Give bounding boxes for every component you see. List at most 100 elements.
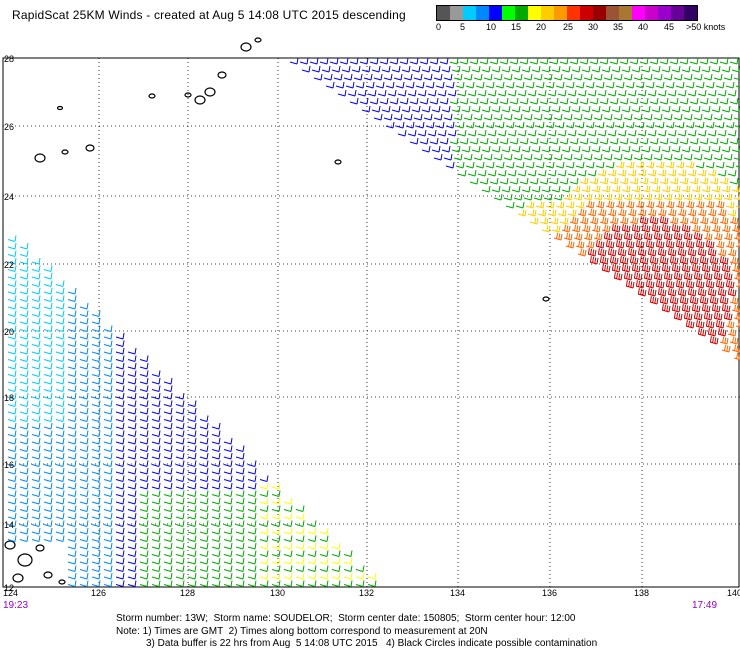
wind-barb [127,460,137,467]
wind-barb [397,89,407,97]
wind-barb [103,400,113,407]
wind-barb [103,580,113,587]
wind-barb [127,385,137,392]
wind-barb [727,248,737,257]
lat-label: 18 [4,393,14,403]
wind-barb [587,89,597,97]
wind-barb [565,161,575,169]
wind-barb [91,550,101,557]
wind-barb [641,65,651,73]
wind-barb [543,193,553,201]
wind-barb [653,153,663,161]
wind-barb [673,73,683,81]
wind-barb [7,295,17,302]
wind-barb [725,201,735,209]
wind-barb [677,129,687,137]
wind-barb [67,550,77,557]
wind-barb [7,535,17,542]
wind-barb [91,317,101,325]
wind-barb [519,137,529,145]
wind-barb [421,145,431,153]
wind-barb [103,475,113,482]
wind-barb [665,280,675,289]
wind-barb [139,377,149,385]
wind-barb [585,121,595,129]
wind-barb [115,482,125,490]
wind-barb [199,535,209,542]
wind-barb [7,527,17,535]
wind-barb [79,415,89,422]
wind-barb [103,490,113,497]
wind-barb [127,437,137,445]
wind-barb [669,137,679,145]
wind-barb [175,452,185,460]
wind-barb [661,65,671,73]
wind-barb [693,232,703,241]
map-title: RapidScat 25KM Winds - created at Aug 5 … [12,8,406,22]
wind-barb [409,97,419,105]
wind-barb [721,145,731,153]
wind-barb [477,169,487,177]
wind-barb [175,430,185,437]
wind-barb [691,65,701,73]
wind-barb [679,256,689,265]
wind-barb [709,137,719,145]
island-outline [34,153,46,163]
wind-barb [139,497,149,505]
wind-barb [693,193,703,201]
wind-barb [163,430,173,437]
wind-barb [43,280,53,287]
wind-speed-scale: 0 5 10 15 20 25 30 35 40 45 >50 knots [436,5,725,36]
wind-barb [103,505,113,512]
wind-barb [139,512,149,520]
wind-barb [139,572,149,580]
wind-barb [617,89,627,97]
wind-barb [655,200,665,209]
wind-barb [199,467,209,475]
wind-barb [431,105,441,113]
wind-barb [407,129,417,137]
wind-barb [79,512,89,520]
wind-barb [223,460,233,467]
wind-barb [19,520,29,527]
wind-barb [599,177,609,185]
wind-barb [383,73,393,81]
wind-barb [667,288,677,297]
wind-barb [199,497,209,505]
wind-barb [489,137,499,145]
wind-barb [435,121,445,129]
wind-barb [553,193,563,201]
wind-barb [67,302,77,310]
wind-barb [467,169,477,177]
wind-barb [7,482,17,490]
wind-barb [621,224,631,233]
wind-barb [469,57,479,65]
wind-barb [43,340,53,347]
wind-barb [91,332,101,340]
wind-barb [735,280,740,288]
wind-barb [151,415,161,422]
scale-swatch [580,6,593,20]
scale-label: 5 [460,22,466,32]
wind-barb [79,452,89,460]
wind-barb [31,512,41,520]
wind-barb [565,240,575,249]
wind-barb [55,370,65,377]
wind-barb [31,497,41,505]
wind-barb [705,121,715,129]
wind-barb [673,153,683,161]
wind-barb [199,460,209,467]
wind-barb [55,497,65,505]
wind-barb [31,257,41,265]
wind-barb [79,347,89,355]
wind-barb [431,65,441,73]
wind-barb [79,400,89,407]
wind-barb [523,73,533,81]
wind-barb [641,224,651,233]
wind-barb [721,344,731,353]
wind-barb [665,240,675,249]
wind-barb [67,557,77,565]
wind-barb [615,161,625,169]
wind-barb [507,89,517,97]
wind-barb [435,81,445,89]
